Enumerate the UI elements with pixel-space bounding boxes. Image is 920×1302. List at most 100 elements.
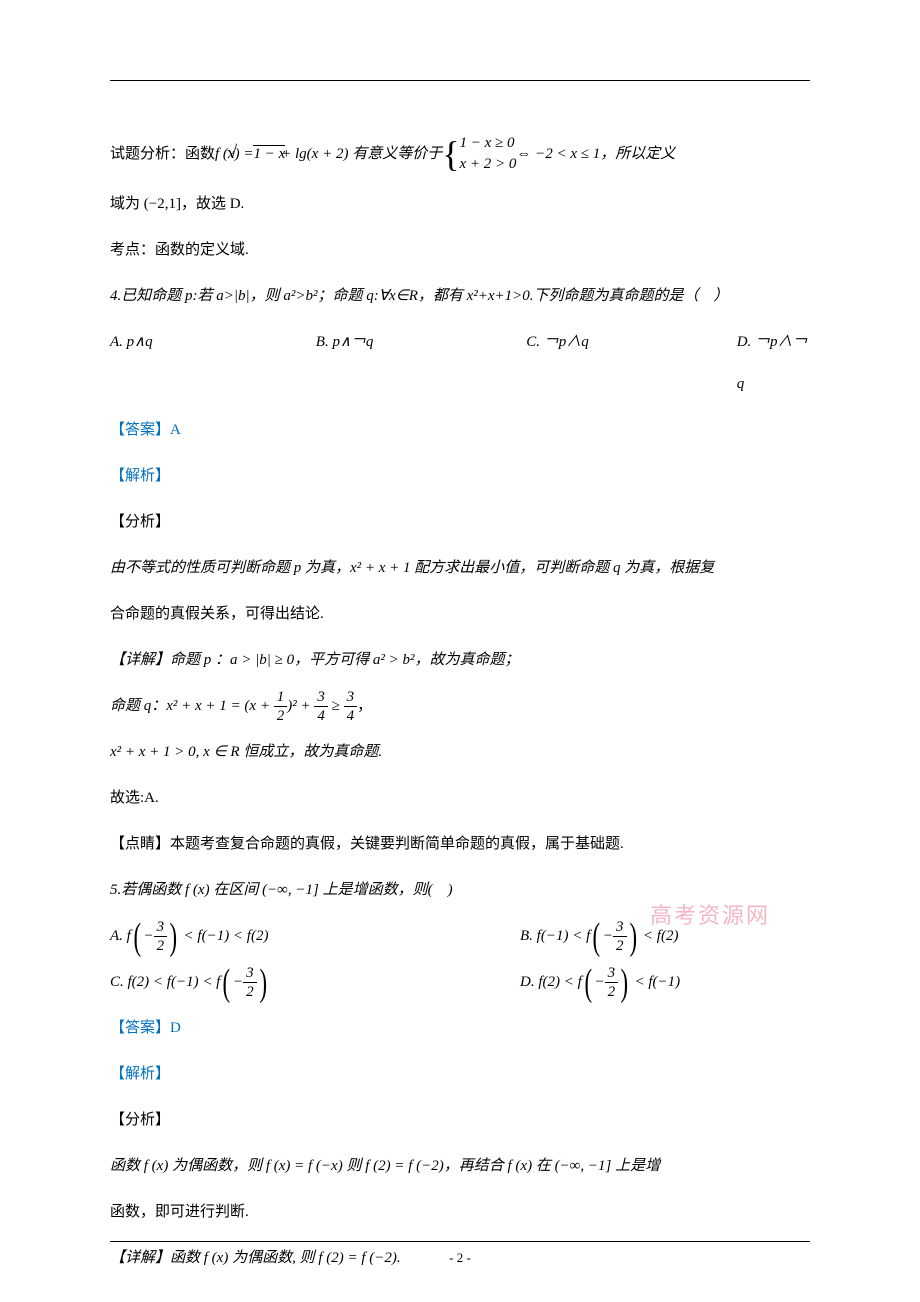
q4-analysis-1: 由不等式的性质可判断命题 p 为真，x² + x + 1 配方求出最小值，可判断… [110, 547, 810, 589]
text: 【点睛】本题考查复合命题的真假，关键要判断简单命题的真假，属于基础题. [110, 836, 624, 852]
frac-1-2: 12 [274, 688, 288, 725]
neg: − [603, 928, 613, 944]
num: 3 [314, 688, 328, 707]
text: 合命题的真假关系，可得出结论. [110, 606, 324, 622]
rparen: ) [259, 966, 267, 1000]
text-end: ， [357, 698, 372, 714]
q4-analysis-label: 【分析】 [110, 501, 810, 543]
brace-open: { [442, 136, 459, 172]
mid: < f(2) [639, 928, 678, 944]
q4-parse-label: 【解析】 [110, 455, 810, 497]
den: 4 [314, 707, 328, 725]
q5-analysis-1: 函数 f (x) 为偶函数，则 f (x) = f (−x) 则 f (2) =… [110, 1145, 810, 1187]
q4-stem: 4.已知命题 p:若 a>|b|，则 a²>b²；命题 q:∀x∈R，都有 x²… [110, 275, 810, 317]
q5-analysis-2: 函数，即可进行判断. [110, 1191, 810, 1233]
den: 2 [154, 937, 168, 955]
text: 【答案】A [110, 422, 181, 438]
pre: C. f(2) < f(−1) < f [110, 974, 220, 990]
text-pre: 命题 q：x² + x + 1 = (x + [110, 698, 274, 714]
text: 函数，即可进行判断. [110, 1204, 249, 1220]
num: 3 [605, 964, 619, 983]
analysis-line-1: 试题分析：函数 f (x) = 1 − x √ + lg(x + 2) 有意义等… [110, 129, 675, 179]
q5-analysis-label: 【分析】 [110, 1099, 810, 1141]
frac-3-2: 32 [605, 964, 619, 1001]
q4-opt-d: D. ￢p∧￢q [737, 321, 810, 405]
cond1: 1 − x ≥ 0 [459, 133, 516, 154]
q4-note: 【点睛】本题考查复合命题的真假，关键要判断简单命题的真假，属于基础题. [110, 823, 810, 865]
rparen: ) [170, 920, 178, 954]
bottom-rule [110, 1241, 810, 1242]
pre: A. f [110, 928, 131, 944]
rparen: ) [629, 920, 637, 954]
neg: − [144, 928, 154, 944]
frac-3-2: 32 [154, 918, 168, 955]
text: 域为 (−2,1]，故选 D. [110, 196, 244, 212]
q5-opt-d: D. f(2) < f(−32) < f(−1) [520, 961, 680, 1003]
text: 【解析】 [110, 1066, 170, 1082]
text: 【分析】 [110, 514, 170, 530]
q4-opt-c: C. ￢p∧q [526, 321, 736, 405]
q4-options: A. p∧q B. p∧￢q C. ￢p∧q D. ￢p∧￢q [110, 321, 810, 405]
text: 5.若偶函数 f (x) 在区间 (−∞, −1] 上是增函数，则( ) [110, 882, 453, 898]
neg: − [594, 974, 604, 990]
text: 4.已知命题 p:若 a>|b|，则 a²>b²；命题 q:∀x∈R，都有 x²… [110, 288, 729, 304]
q4-analysis-2: 合命题的真假关系，可得出结论. [110, 593, 810, 635]
q4-detail-3: x² + x + 1 > 0, x ∈ R 恒成立，故为真命题. [110, 731, 810, 773]
lparen: ( [133, 920, 141, 954]
text: x² + x + 1 > 0, x ∈ R 恒成立，故为真命题. [110, 744, 382, 760]
q5-opt-a: A. f(−32) < f(−1) < f(2) [110, 915, 520, 957]
top-rule [110, 80, 810, 81]
text: 试题分析：函数 [110, 133, 215, 175]
frac-3-4a: 34 [314, 688, 328, 725]
lparen: ( [593, 920, 601, 954]
pre: D. f(2) < f [520, 974, 582, 990]
topic-line: 考点：函数的定义域. [110, 229, 810, 271]
analysis-line-2: 域为 (−2,1]，故选 D. [110, 183, 810, 225]
text-mid: )² + [287, 698, 314, 714]
den: 2 [274, 707, 288, 725]
lparen: ( [584, 966, 592, 1000]
pre: B. f(−1) < f [520, 928, 590, 944]
num: 3 [344, 688, 358, 707]
sqrt-symbol: √ [227, 127, 237, 177]
cond2: x + 2 > 0 [459, 154, 516, 175]
text: 【答案】D [110, 1020, 181, 1036]
mid: < f(−1) < f(2) [180, 928, 269, 944]
num: 1 [274, 688, 288, 707]
brace-conditions: 1 − x ≥ 0 x + 2 > 0 [459, 133, 516, 175]
q4-detail-1: 【详解】命题 p ：a > |b| ≥ 0，平方可得 a² > b²，故为真命题… [110, 639, 810, 681]
q4-conclusion: 故选:A. [110, 777, 810, 819]
frac-3-4b: 34 [344, 688, 358, 725]
page-number: - 2 - [0, 1250, 920, 1266]
text: 【详解】命题 p ：a > |b| ≥ 0，平方可得 a² > b²，故为真命题… [110, 652, 519, 668]
num: 3 [243, 964, 257, 983]
text: 由不等式的性质可判断命题 p 为真，x² + x + 1 配方求出最小值，可判断… [110, 560, 714, 576]
q4-opt-b: B. p∧￢q [316, 321, 526, 405]
den: 2 [613, 937, 627, 955]
num: 3 [613, 918, 627, 937]
q5-options-row2: C. f(2) < f(−1) < f(−32) D. f(2) < f(−32… [110, 961, 810, 1003]
text-ge: ≥ [328, 698, 344, 714]
math-iff: ⇔ −2 < x ≤ 1，所以定义 [516, 133, 675, 175]
math-plus-lg: + lg(x + 2) 有意义等价于 [281, 133, 442, 175]
lparen: ( [223, 966, 231, 1000]
text: 故选:A. [110, 790, 159, 806]
num: 3 [154, 918, 168, 937]
text: 【分析】 [110, 1112, 170, 1128]
neg: − [233, 974, 243, 990]
q5-answer: 【答案】D [110, 1007, 810, 1049]
den: 2 [243, 983, 257, 1001]
text: 【解析】 [110, 468, 170, 484]
den: 2 [605, 983, 619, 1001]
text: 函数 f (x) 为偶函数，则 f (x) = f (−x) 则 f (2) =… [110, 1158, 660, 1174]
frac-3-2: 32 [243, 964, 257, 1001]
watermark: 高考资源网 [650, 898, 770, 930]
frac-3-2: 32 [613, 918, 627, 955]
q4-answer: 【答案】A [110, 409, 810, 451]
den: 4 [344, 707, 358, 725]
mid: < f(−1) [631, 974, 680, 990]
q5-parse-label: 【解析】 [110, 1053, 810, 1095]
q5-opt-c: C. f(2) < f(−1) < f(−32) [110, 961, 520, 1003]
rparen: ) [621, 966, 629, 1000]
q4-detail-2: 命题 q：x² + x + 1 = (x + 12)² + 34 ≥ 34， [110, 685, 810, 727]
